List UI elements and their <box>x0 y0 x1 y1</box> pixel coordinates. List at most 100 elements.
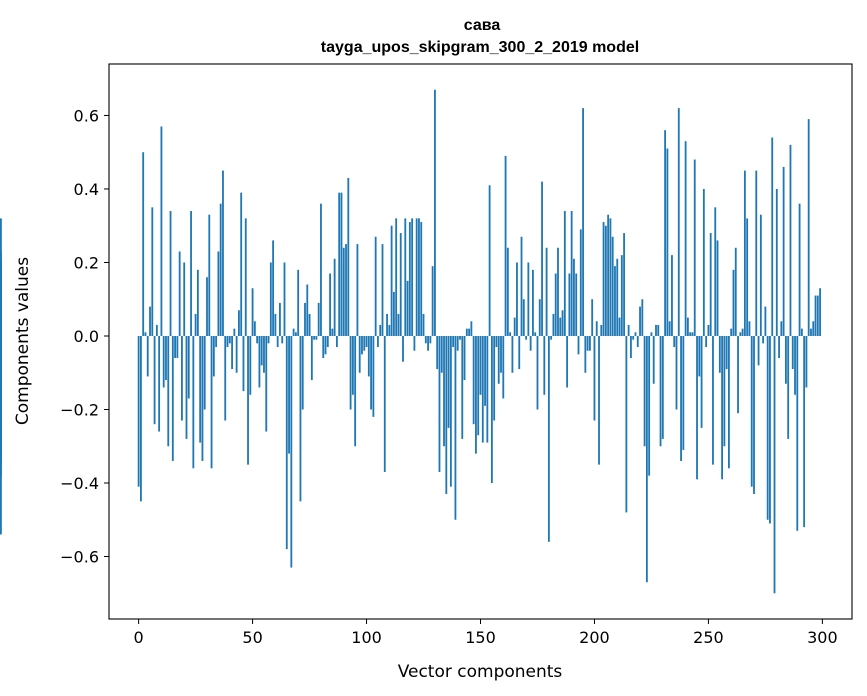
bar <box>611 236 614 336</box>
bar <box>288 335 290 454</box>
bar <box>219 203 222 336</box>
bar <box>267 335 270 344</box>
bar <box>762 335 765 344</box>
bar <box>231 335 233 370</box>
bar <box>315 335 318 340</box>
bar <box>322 335 325 359</box>
bar <box>616 258 619 336</box>
bar <box>244 218 247 336</box>
bar <box>215 335 218 348</box>
bar <box>292 328 295 336</box>
bar <box>798 203 801 336</box>
bar <box>272 240 275 336</box>
bar <box>712 335 714 465</box>
bar <box>388 324 391 336</box>
bar <box>513 317 516 336</box>
bar <box>212 335 215 377</box>
bar <box>176 335 179 359</box>
bar <box>434 89 436 336</box>
bar <box>283 262 286 336</box>
bar <box>598 335 600 465</box>
bar <box>342 247 345 336</box>
bar <box>479 335 482 395</box>
bar <box>149 306 151 336</box>
bar <box>265 335 268 432</box>
bar <box>194 313 197 336</box>
bar <box>579 229 582 336</box>
bar <box>395 218 398 336</box>
bar <box>805 335 808 388</box>
bar <box>242 335 245 392</box>
bar <box>750 335 753 487</box>
bar <box>766 335 769 520</box>
bar <box>705 335 708 348</box>
bar <box>734 247 737 336</box>
bar <box>356 244 359 336</box>
x-axis-label: Vector components <box>398 662 563 682</box>
bar <box>208 214 211 336</box>
x-tick-label: 300 <box>807 628 838 647</box>
y-tick-label: −0.6 <box>60 548 99 567</box>
bar <box>427 335 429 351</box>
bar <box>570 211 573 336</box>
bar <box>260 335 263 366</box>
bar <box>650 332 653 336</box>
bar <box>780 321 783 336</box>
bar <box>791 335 794 370</box>
bar <box>664 130 667 336</box>
bar <box>627 324 630 336</box>
bar <box>333 258 336 336</box>
bar <box>304 302 306 336</box>
bar <box>413 335 416 351</box>
bar <box>486 335 489 443</box>
bar <box>737 335 739 414</box>
bar <box>634 332 637 336</box>
x-tick-label: 0 <box>134 628 144 647</box>
x-tick-label: 200 <box>579 628 610 647</box>
bar <box>253 321 256 336</box>
bar <box>794 335 796 395</box>
x-tick-label: 150 <box>465 628 496 647</box>
bar <box>769 335 771 524</box>
bar <box>730 328 733 336</box>
bar <box>586 335 589 351</box>
bar <box>759 214 762 336</box>
bar <box>317 302 320 336</box>
bar <box>285 335 288 550</box>
bar <box>632 335 635 340</box>
bar <box>506 247 509 336</box>
bar <box>196 269 199 336</box>
bar <box>607 214 610 336</box>
bar <box>561 310 564 336</box>
bar <box>584 335 587 373</box>
bar <box>372 335 375 417</box>
bar <box>406 280 409 336</box>
bar <box>566 335 569 388</box>
y-tick-label: 0.4 <box>74 180 99 199</box>
bar <box>247 335 249 465</box>
bar <box>240 192 243 336</box>
bar <box>445 335 448 495</box>
bar <box>500 335 502 373</box>
bar <box>728 335 730 469</box>
bar <box>618 317 621 336</box>
bar <box>652 335 655 384</box>
bar <box>657 324 660 336</box>
bar <box>775 188 778 336</box>
bar <box>171 335 174 461</box>
bar <box>399 233 402 336</box>
bar <box>807 119 810 336</box>
y-axis-label: Components values <box>13 257 33 425</box>
bar <box>338 192 341 336</box>
bar <box>297 269 300 336</box>
bar <box>693 159 696 336</box>
bar <box>800 328 803 336</box>
bar <box>146 335 149 377</box>
bar <box>525 335 527 340</box>
bar-series <box>0 89 821 594</box>
bar <box>365 335 368 348</box>
bar <box>739 332 742 336</box>
bar <box>402 335 404 362</box>
bar <box>443 335 445 447</box>
y-tick-label: 0.6 <box>74 106 99 125</box>
